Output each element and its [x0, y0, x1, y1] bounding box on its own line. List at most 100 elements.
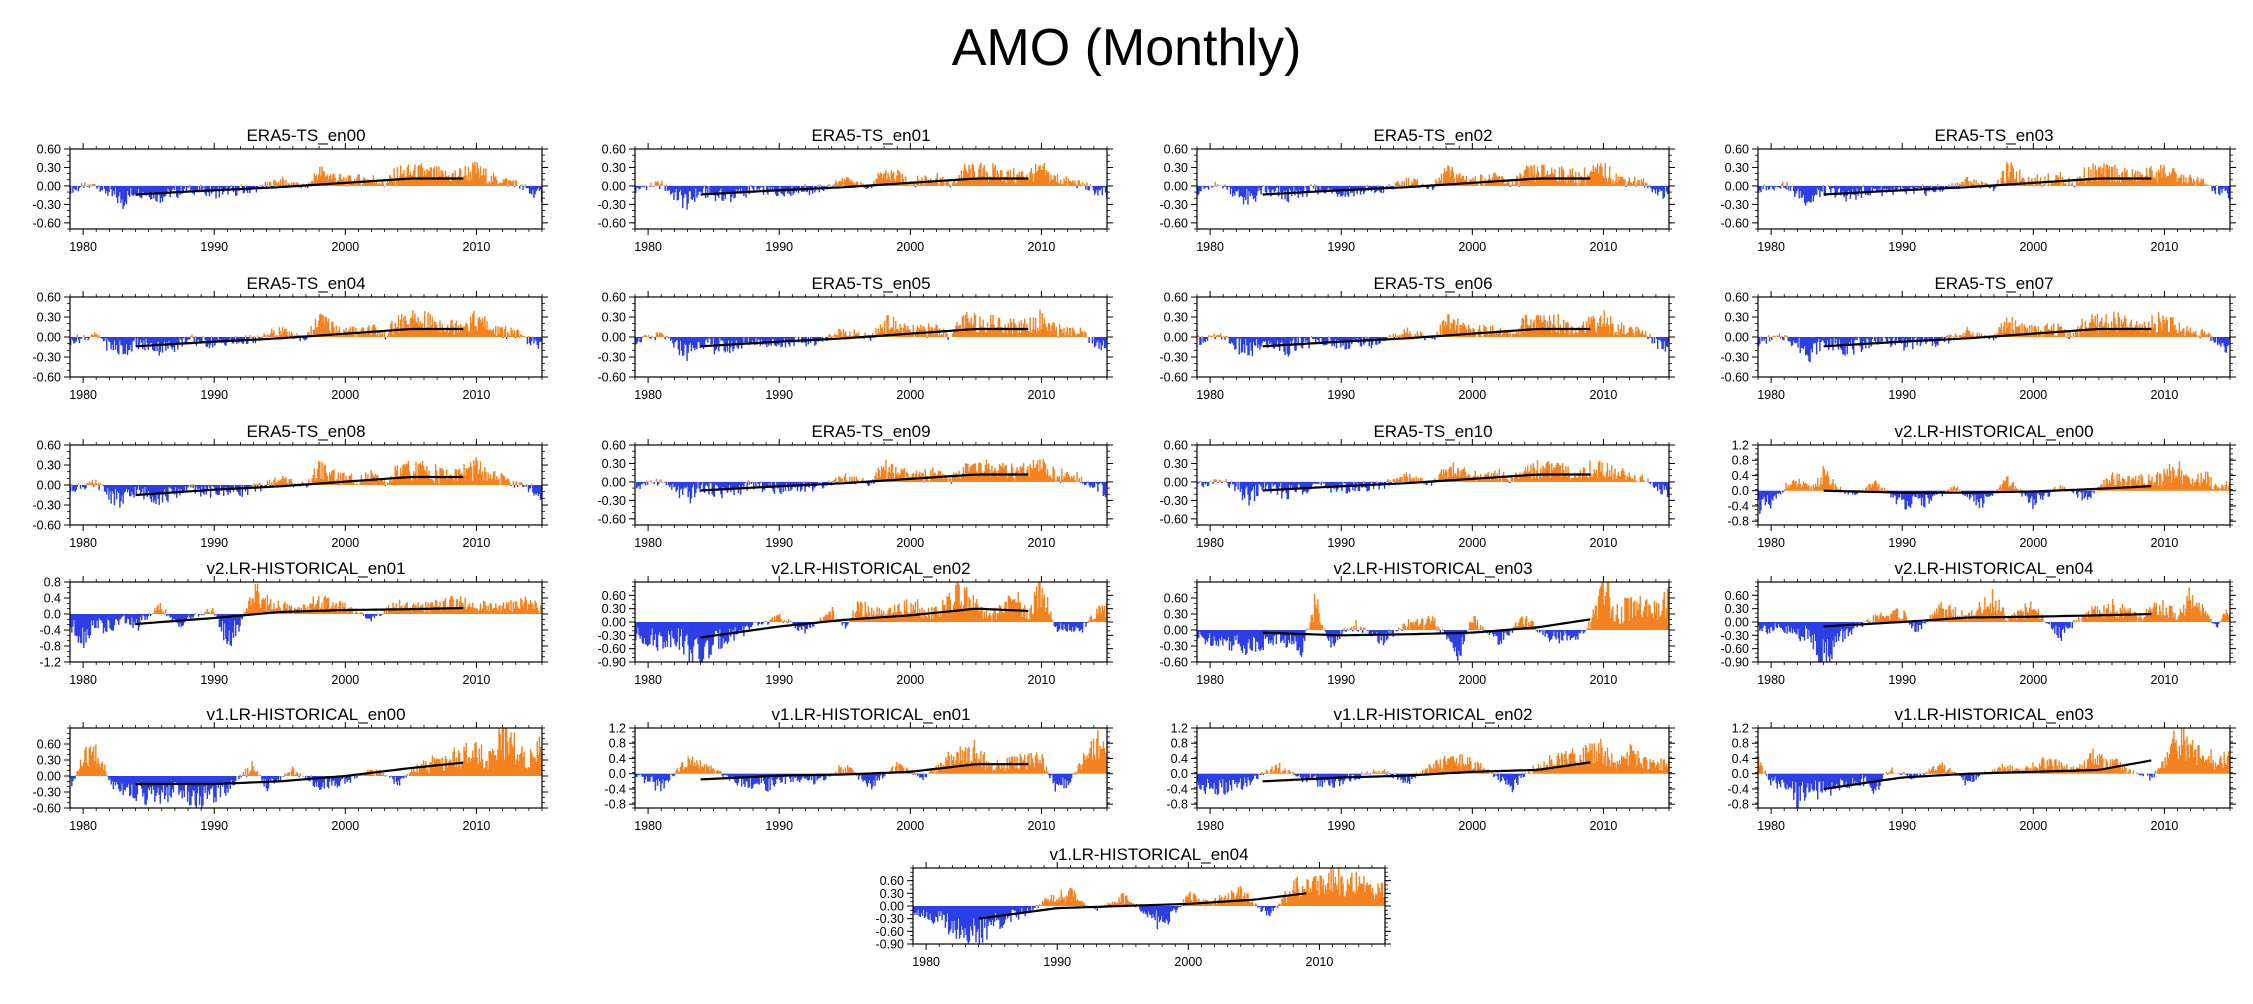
bar	[1355, 337, 1357, 341]
bar	[1273, 185, 1275, 193]
bar	[1514, 179, 1517, 186]
bar	[1481, 174, 1483, 186]
bar	[255, 483, 258, 485]
x-tick-label: 2000	[331, 240, 359, 254]
bar	[444, 331, 447, 337]
bar	[508, 180, 510, 186]
bar	[2146, 175, 2149, 186]
bar	[348, 475, 351, 485]
bar	[1321, 185, 1323, 192]
bar	[833, 184, 836, 186]
bar	[261, 337, 263, 339]
bar	[2154, 178, 2157, 186]
bar	[403, 464, 405, 485]
bar	[673, 185, 675, 200]
bar	[244, 335, 247, 337]
bar	[173, 185, 176, 191]
bar	[219, 485, 222, 486]
bar	[1453, 320, 1456, 337]
bar	[1206, 337, 1209, 341]
bar	[844, 331, 847, 337]
bar	[983, 327, 985, 337]
bar	[899, 173, 901, 186]
bar	[738, 337, 741, 345]
bar	[1588, 317, 1590, 337]
bar	[521, 482, 523, 485]
bar	[112, 485, 115, 494]
bar	[1251, 185, 1254, 196]
bar	[144, 485, 146, 487]
bar	[850, 336, 852, 337]
bar	[856, 333, 859, 337]
bar	[640, 185, 642, 187]
bar	[1517, 176, 1519, 186]
bar	[1431, 337, 1434, 339]
bar	[1320, 337, 1322, 339]
bar	[995, 330, 997, 337]
bar	[1420, 332, 1423, 337]
bar	[1966, 177, 1969, 186]
y-tick-label: 0.30	[1164, 311, 1188, 325]
x-tick-label: 1990	[765, 388, 793, 402]
bar	[1048, 323, 1050, 337]
bar	[1772, 336, 1774, 337]
bar	[2038, 333, 2041, 337]
bar	[1576, 182, 1578, 186]
bar	[2038, 182, 2041, 186]
bar	[1921, 184, 1924, 186]
bar	[1039, 164, 1041, 186]
bar	[1038, 330, 1040, 337]
bar	[1210, 185, 1212, 186]
bar	[313, 173, 316, 186]
bar	[1590, 316, 1592, 337]
bar	[190, 336, 192, 337]
bar	[1537, 315, 1540, 337]
bar	[296, 333, 298, 337]
bar	[796, 185, 799, 191]
bar	[526, 337, 529, 345]
bar	[1967, 180, 1970, 186]
bar	[1895, 337, 1898, 341]
bar	[1259, 185, 1261, 191]
bar	[151, 185, 154, 192]
bar	[2152, 177, 2154, 186]
bar	[2127, 176, 2129, 186]
bar	[1778, 333, 1781, 337]
bar	[665, 184, 668, 186]
bar	[1258, 185, 1260, 188]
bar	[749, 481, 752, 482]
bar	[188, 185, 190, 188]
bar	[645, 185, 648, 191]
bar	[971, 163, 973, 186]
bar	[1559, 324, 1562, 337]
bar	[91, 183, 94, 186]
bar	[1269, 185, 1271, 193]
bar	[814, 337, 816, 346]
bar	[637, 185, 639, 188]
bar	[539, 185, 542, 190]
bar	[1290, 337, 1293, 347]
bar	[425, 473, 427, 485]
bar	[351, 482, 354, 485]
bar	[110, 485, 112, 504]
bar	[178, 337, 180, 344]
bar	[923, 184, 925, 186]
bar	[2006, 317, 2008, 337]
bar	[1878, 337, 1880, 344]
bar	[173, 485, 176, 495]
bar	[495, 176, 497, 186]
bar	[320, 478, 322, 485]
y-tick-label: 0.30	[37, 459, 61, 473]
bar	[1410, 184, 1412, 186]
bar	[352, 326, 355, 337]
bar	[269, 333, 272, 337]
bar	[175, 337, 178, 344]
bar	[472, 313, 474, 337]
bar	[395, 327, 398, 337]
bar	[1237, 185, 1239, 190]
bar	[182, 185, 184, 193]
bar	[1916, 185, 1918, 189]
bar	[1628, 177, 1631, 186]
bar	[391, 321, 393, 337]
